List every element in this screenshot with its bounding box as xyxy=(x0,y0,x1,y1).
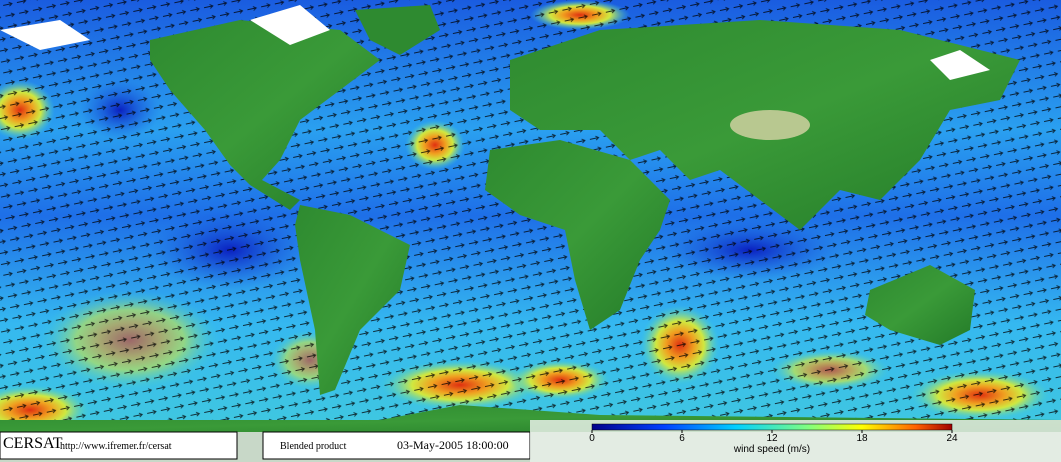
product-datetime: 03-May-2005 18:00:00 xyxy=(397,438,509,452)
ice xyxy=(0,5,990,140)
product-box xyxy=(262,431,531,460)
colorbar-tick-label: 24 xyxy=(946,433,958,444)
colorbar-tick-label: 0 xyxy=(589,433,595,444)
colorbar-tick-label: 12 xyxy=(766,433,778,444)
colorbar-label: wind speed (m/s) xyxy=(733,444,810,455)
product-label: Blended product xyxy=(280,441,347,452)
colorbar xyxy=(591,423,953,431)
colorbar-tick-label: 6 xyxy=(679,433,685,444)
colorbar-tick-label: 18 xyxy=(856,433,868,444)
logo: CERSAT xyxy=(3,435,63,452)
source-box xyxy=(0,431,238,460)
url: http://www.ifremer.fr/cersat xyxy=(60,441,172,452)
